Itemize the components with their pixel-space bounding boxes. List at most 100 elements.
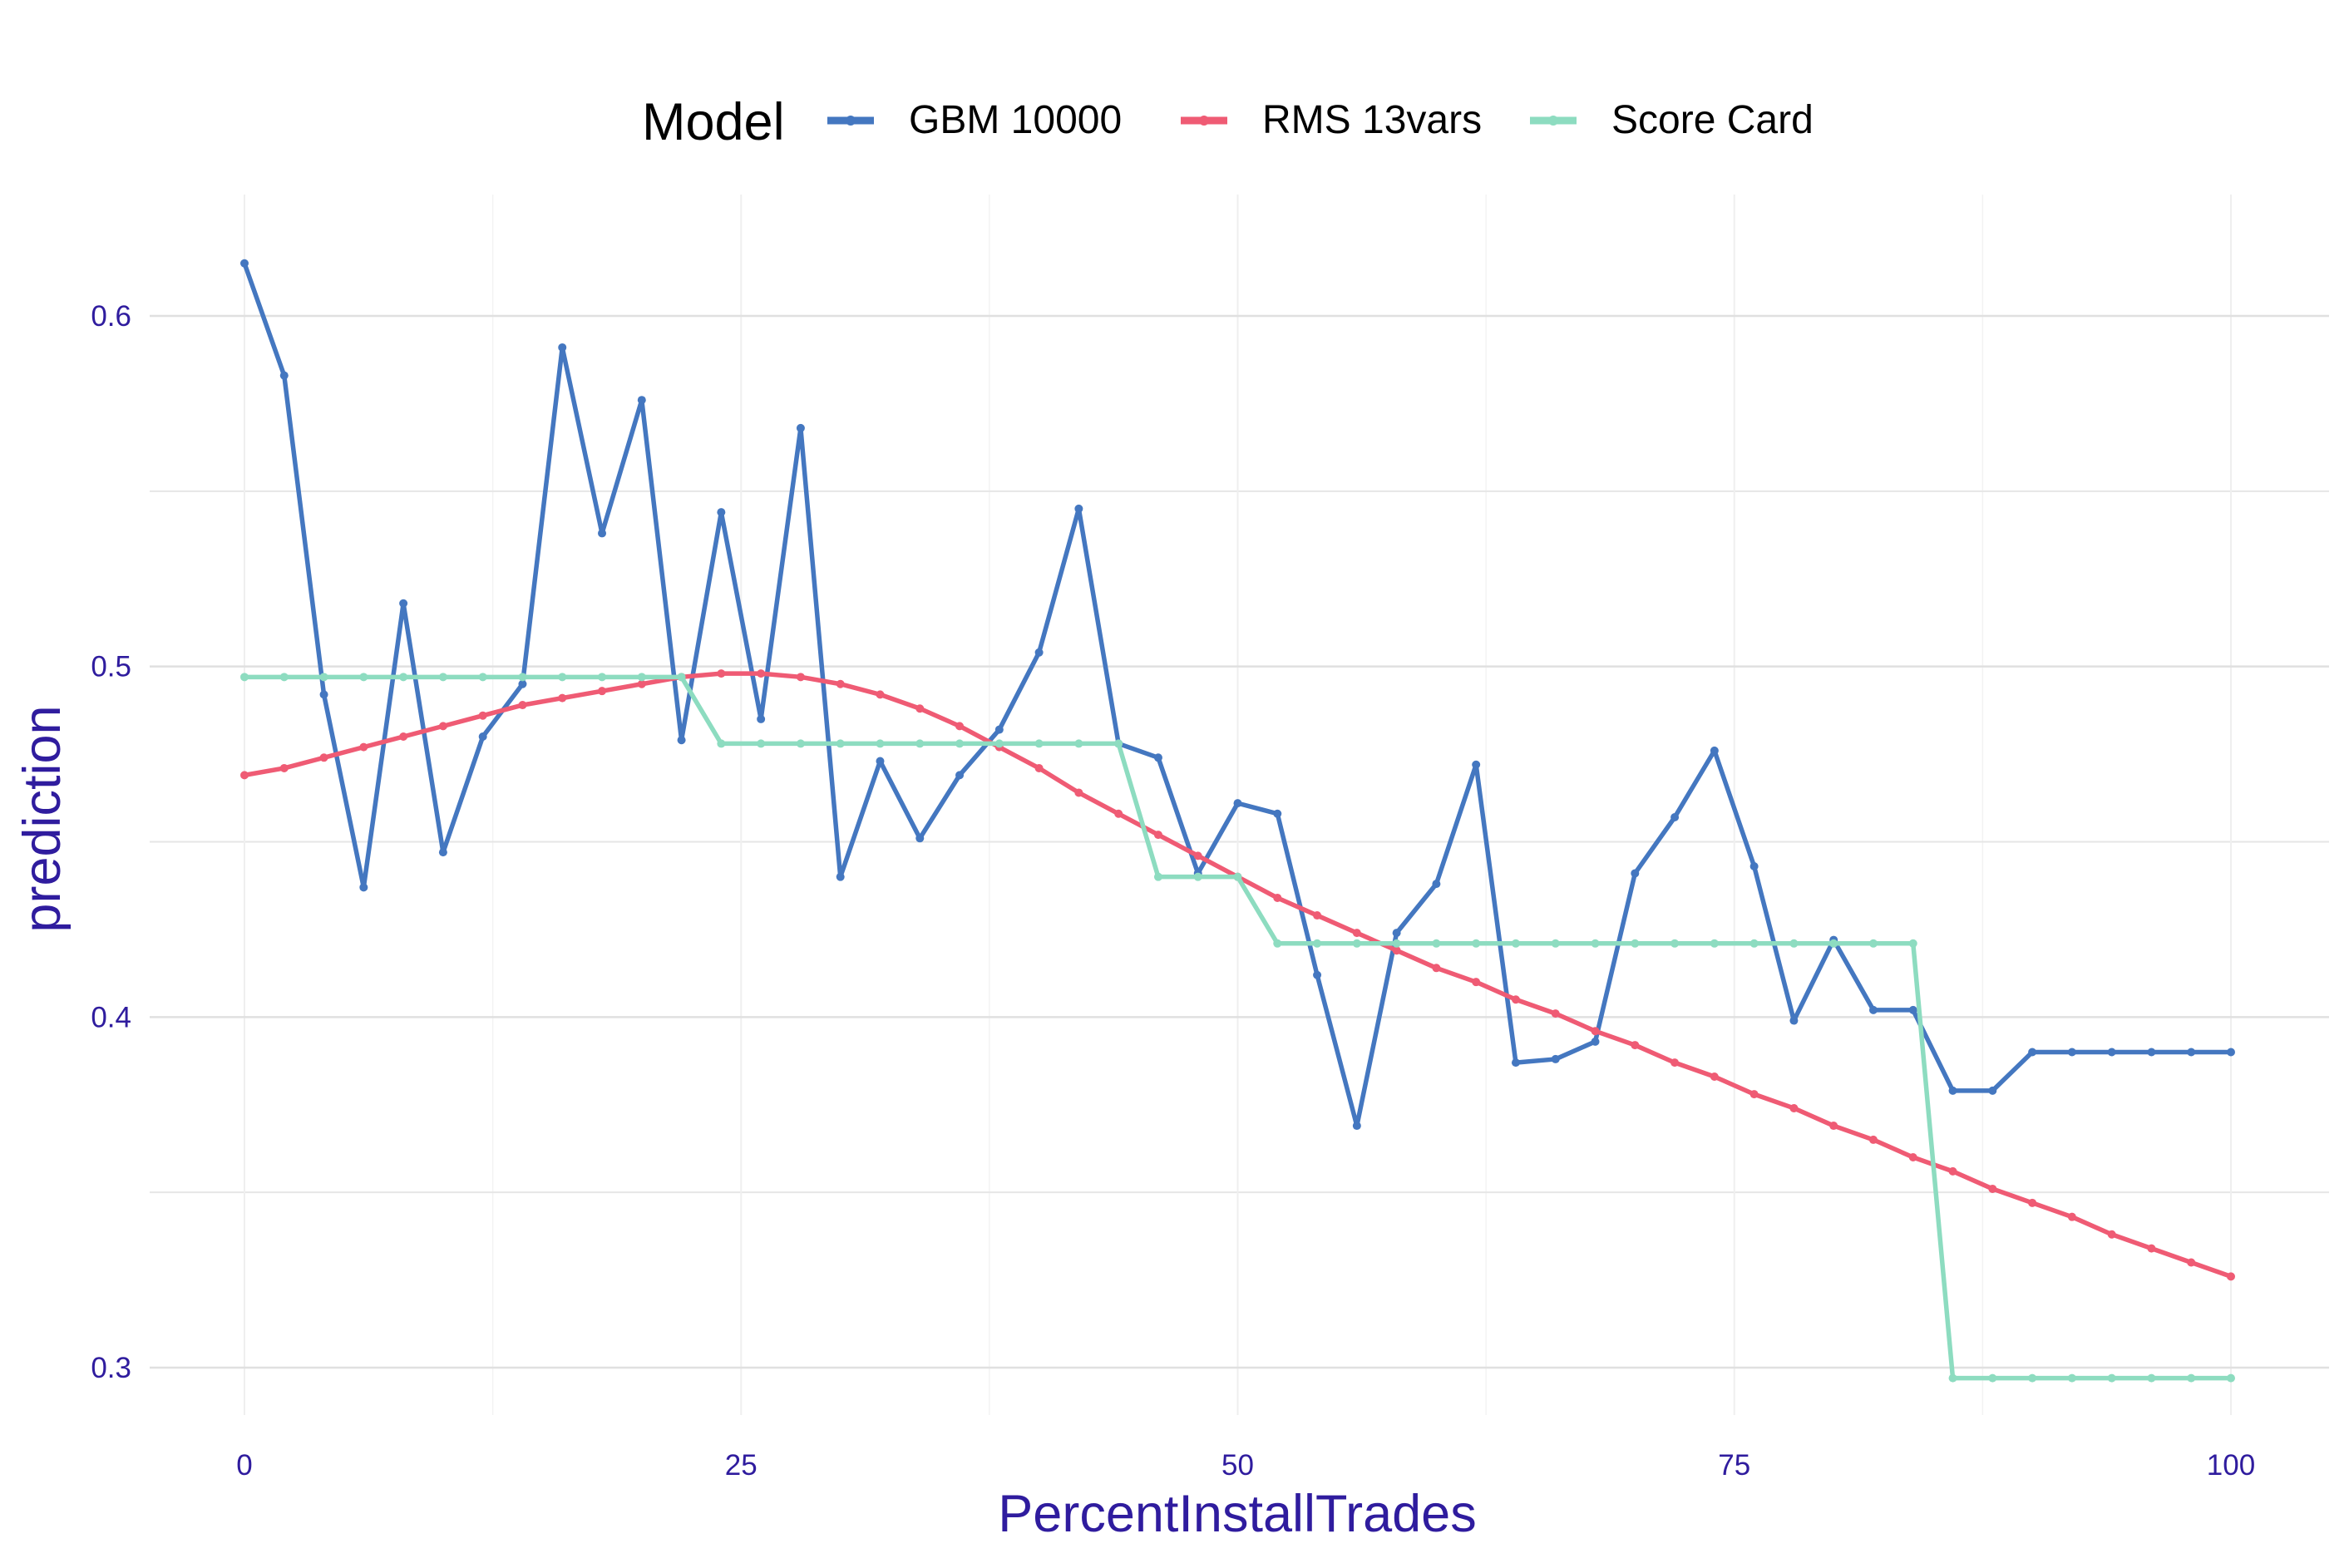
data-point [399,673,408,682]
data-point [240,259,249,268]
data-point [1153,872,1162,881]
data-point [1352,939,1361,948]
data-point [836,872,845,881]
data-point [1193,851,1202,860]
legend-key-point [846,116,856,126]
data-point [359,673,368,682]
data-point [1908,1005,1917,1014]
data-point [1948,1086,1957,1095]
data-point [2067,1212,2076,1221]
data-point [438,673,447,682]
data-point [1591,1037,1600,1046]
data-point [1233,799,1242,808]
data-point [1034,648,1044,657]
x-axis-label: PercentInstallTrades [998,1485,1476,1543]
y-axis-label: prediction [13,705,72,932]
data-point [2067,1373,2076,1383]
data-point [1670,812,1680,821]
data-point [1511,939,1520,948]
data-point [1511,995,1520,1004]
data-point [1432,880,1441,889]
data-point [279,673,289,682]
data-point [1273,893,1282,902]
data-point [2227,1272,2235,1281]
legend-entry-label: Score Card [1611,98,1814,142]
data-point [796,739,805,748]
data-point [836,679,845,688]
data-point [2187,1258,2196,1267]
data-point [1988,1373,1997,1383]
data-point [478,673,487,682]
grid-lines [150,195,2329,1415]
data-point [1392,929,1401,938]
data-point [1868,1005,1878,1014]
data-point [2187,1373,2196,1383]
data-point [1273,939,1282,948]
data-point [994,725,1004,734]
data-point [1908,939,1917,948]
data-point [558,673,567,682]
data-point [1352,929,1361,938]
data-point [359,742,368,752]
data-point [1153,831,1162,840]
data-point [876,690,885,699]
data-point [757,739,766,748]
data-point [915,739,925,748]
data-point [717,739,726,748]
legend-entry-label: GBM 10000 [909,98,1122,142]
data-point [915,704,925,713]
data-point [1591,1027,1600,1036]
data-point [1591,939,1600,948]
y-tick-label: 0.6 [91,300,131,333]
data-point [399,599,408,608]
data-point [279,763,289,772]
data-point [2028,1048,2037,1057]
data-point [637,396,646,405]
data-point [1034,739,1044,748]
data-point [637,673,646,682]
data-point [319,673,328,682]
data-point [1710,939,1719,948]
data-point [1631,869,1640,878]
data-point [598,529,607,538]
data-point [2147,1373,2156,1383]
data-point [1631,939,1640,948]
data-point [955,722,965,731]
data-point [2028,1373,2037,1383]
data-point [2147,1244,2156,1253]
data-point [319,690,328,699]
data-point [1114,809,1123,818]
data-point [796,673,805,682]
data-point [1670,1058,1680,1068]
data-point [1074,788,1083,797]
data-point [1313,939,1322,948]
data-point [915,834,925,843]
x-tick-label: 50 [1221,1449,1254,1482]
data-point [1034,763,1044,772]
data-point [1392,946,1401,955]
data-point [1392,939,1401,948]
data-point [359,883,368,892]
data-point [518,679,527,688]
data-point [1472,978,1481,987]
data-point [518,673,527,682]
data-point [1472,939,1481,948]
data-point [677,736,686,745]
y-tick-label: 0.3 [91,1352,131,1384]
data-point [637,679,646,688]
data-point [1749,1090,1759,1099]
y-tick-label: 0.4 [91,1001,131,1033]
data-point [1749,862,1759,871]
data-point [598,687,607,696]
data-point [876,739,885,748]
tick-labels: 0 25 50 75 100 0.3 0.4 0.5 0.6 [91,300,2255,1482]
data-point [1472,760,1481,769]
data-point [677,673,686,682]
data-point [1908,1153,1917,1161]
data-point [796,423,805,432]
data-point [1948,1166,1957,1176]
data-point [836,739,845,748]
data-point [1749,939,1759,948]
data-point [1948,1373,1957,1383]
data-point [240,771,249,780]
